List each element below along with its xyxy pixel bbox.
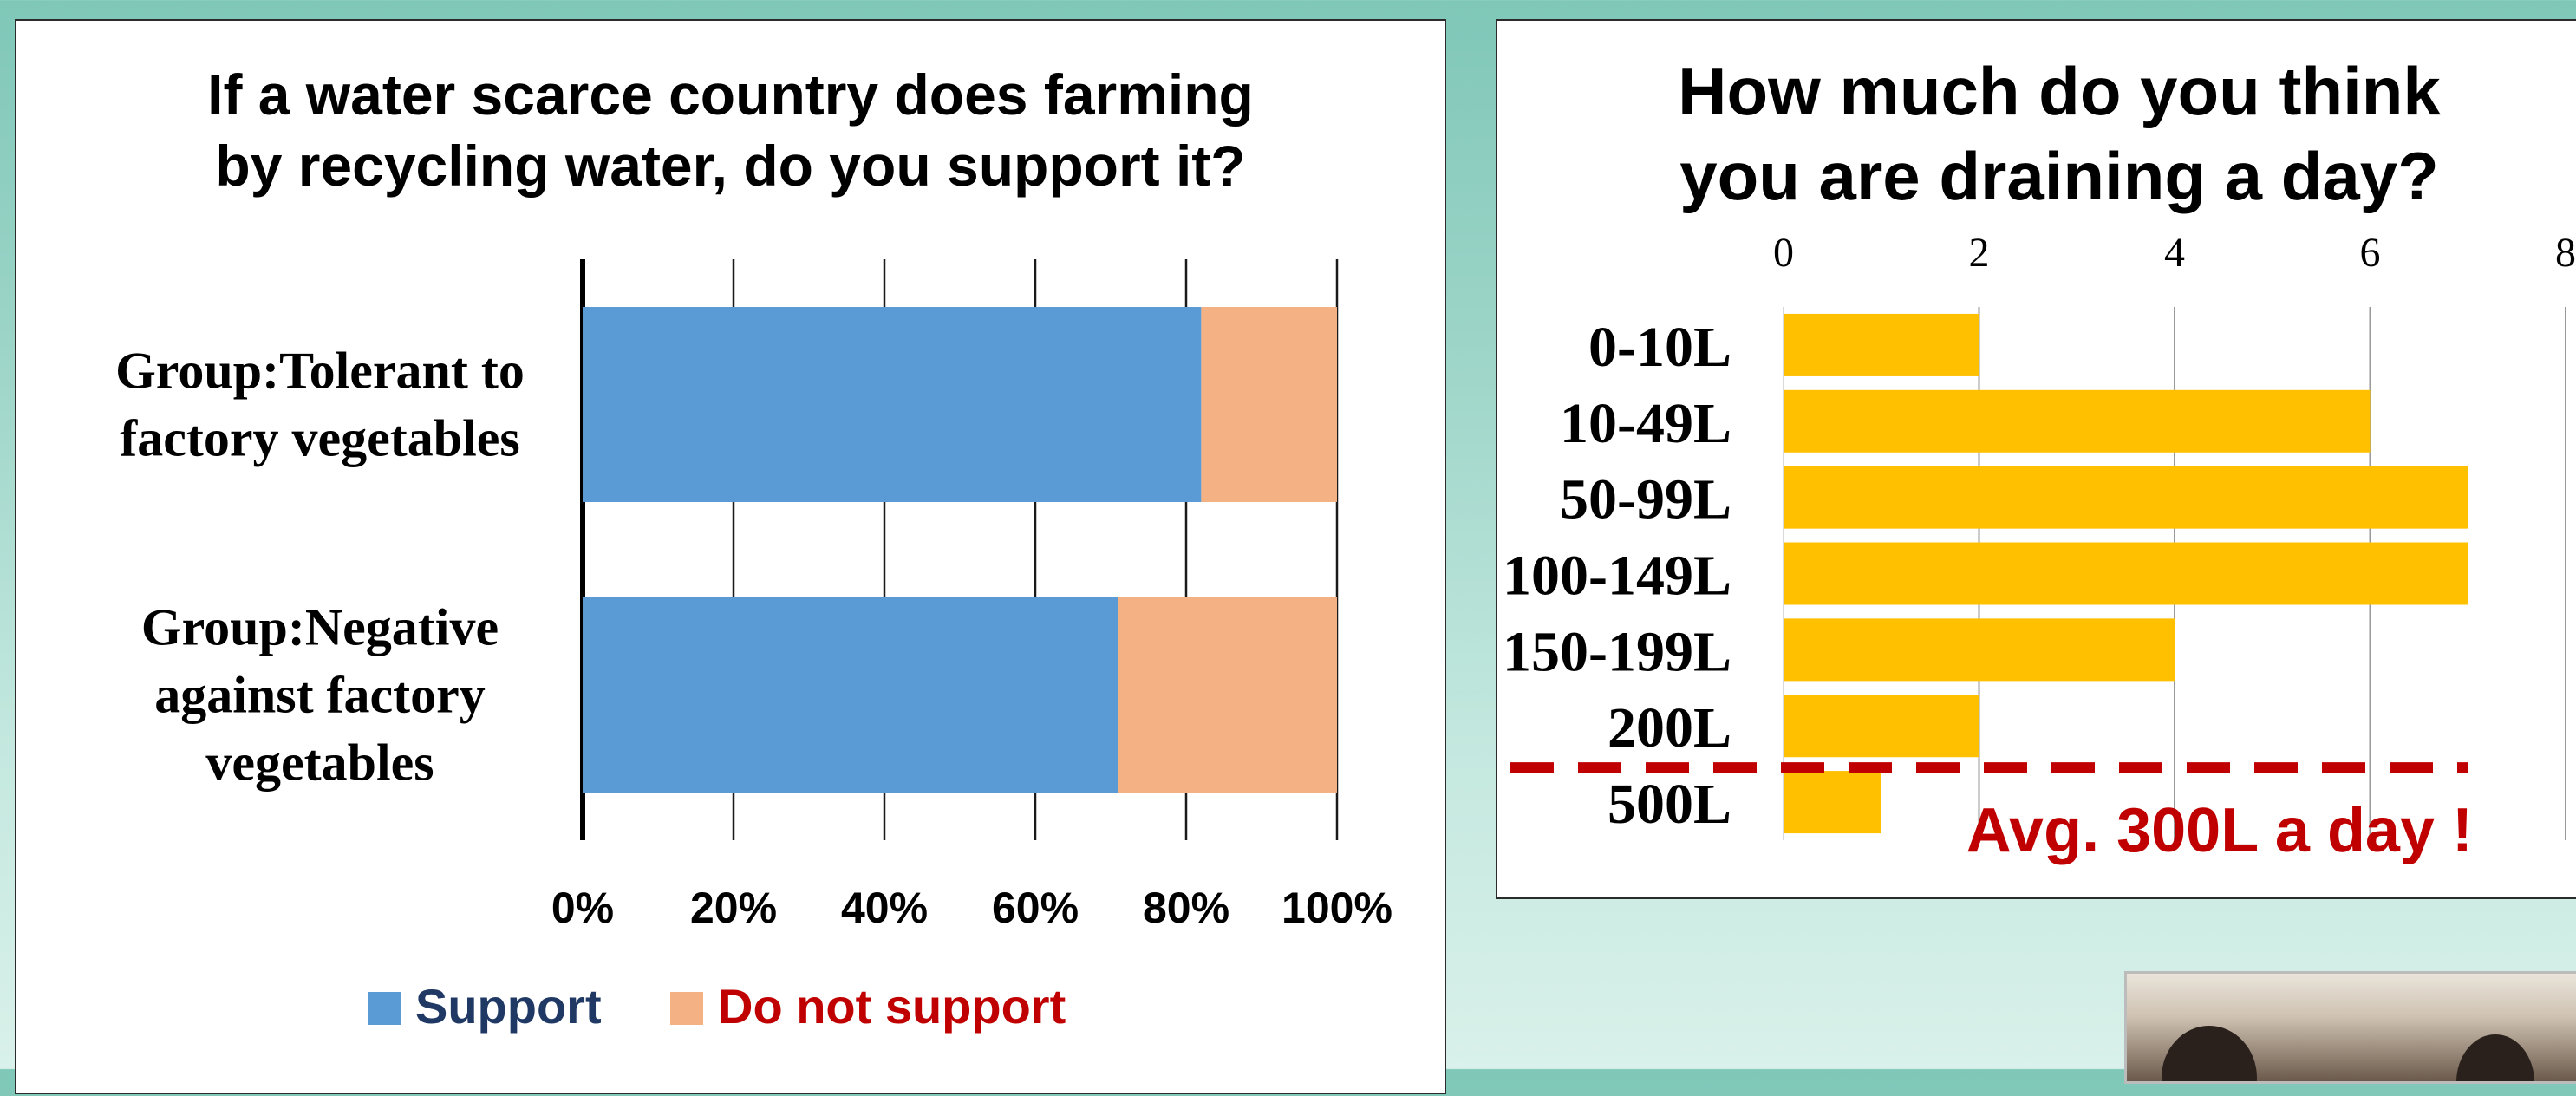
legend-swatch — [368, 992, 401, 1025]
category-label: 10-49L — [1560, 392, 1731, 455]
drain-chart-title: How much do you think you are draining a… — [1497, 49, 2576, 219]
drain-chart-title-line-1: How much do you think — [1678, 53, 2441, 129]
bar — [1784, 466, 2468, 529]
bar — [1784, 618, 2175, 682]
category-label: 0-10L — [1588, 316, 1731, 379]
drain-chart-title-line-2: you are draining a day? — [1679, 138, 2439, 214]
x-tick-label: 6 — [2360, 230, 2381, 276]
category-label: 500L — [1608, 773, 1731, 836]
bar-segment — [583, 307, 1202, 502]
bar-segment — [583, 597, 1118, 793]
drain-chart-panel: How much do you think you are draining a… — [1496, 19, 2576, 899]
bar — [1784, 313, 1979, 376]
support-chart-title: If a water scarce country does farming b… — [16, 59, 1445, 201]
support-chart-title-line-1: If a water scarce country does farming — [207, 62, 1254, 127]
photo-person-shape — [2162, 1026, 2257, 1081]
bar — [1784, 389, 2371, 453]
legend-label: Support — [415, 979, 602, 1034]
average-annotation: Avg. 300L a day ! — [1966, 796, 2473, 865]
category-label: Group:Tolerant to — [115, 342, 525, 400]
legend-label: Do not support — [718, 979, 1066, 1034]
support-chart-svg: 0% 20% 40% 60% 80% 100% Group:Tolerant to facto… — [115, 259, 1392, 1034]
photo-person-shape — [2456, 1034, 2534, 1081]
x-tick-label: 40% — [841, 884, 928, 932]
x-tick-label: 100% — [1281, 884, 1392, 932]
x-tick-label: 0 — [1773, 230, 1794, 276]
category-label: 100-149L — [1503, 545, 1731, 608]
x-tick-label: 0% — [551, 884, 614, 932]
x-tick-label: 2 — [1969, 230, 1990, 276]
photo-thumbnail — [2124, 971, 2576, 1084]
category-label: factory vegetables — [120, 410, 519, 467]
x-tick-label: 80% — [1143, 884, 1229, 932]
support-chart-title-line-2: by recycling water, do you support it? — [215, 134, 1246, 198]
drain-chart-svg: 0 2 4 6 8 0-10L 10-49L 50-99L 100-149L 150-199L 20… — [1503, 230, 2576, 865]
legend-swatch — [670, 992, 703, 1025]
category-label: 200L — [1608, 696, 1731, 760]
support-chart-panel: If a water scarce country does farming b… — [15, 19, 1446, 1094]
x-tick-label: 8 — [2555, 230, 2576, 276]
x-tick-label: 4 — [2164, 230, 2185, 276]
x-tick-label: 60% — [992, 884, 1079, 932]
bar-segment — [1201, 307, 1337, 502]
category-label: Group:Negative — [141, 599, 499, 656]
x-tick-label: 20% — [690, 884, 777, 932]
bar — [1784, 695, 1979, 758]
bar-segment — [1118, 597, 1337, 793]
bar — [1784, 771, 1881, 834]
category-label: 150-199L — [1503, 620, 1731, 683]
category-label: against factory — [154, 667, 486, 724]
bar — [1784, 542, 2468, 605]
category-label: 50-99L — [1560, 468, 1731, 532]
category-label: vegetables — [205, 734, 434, 792]
